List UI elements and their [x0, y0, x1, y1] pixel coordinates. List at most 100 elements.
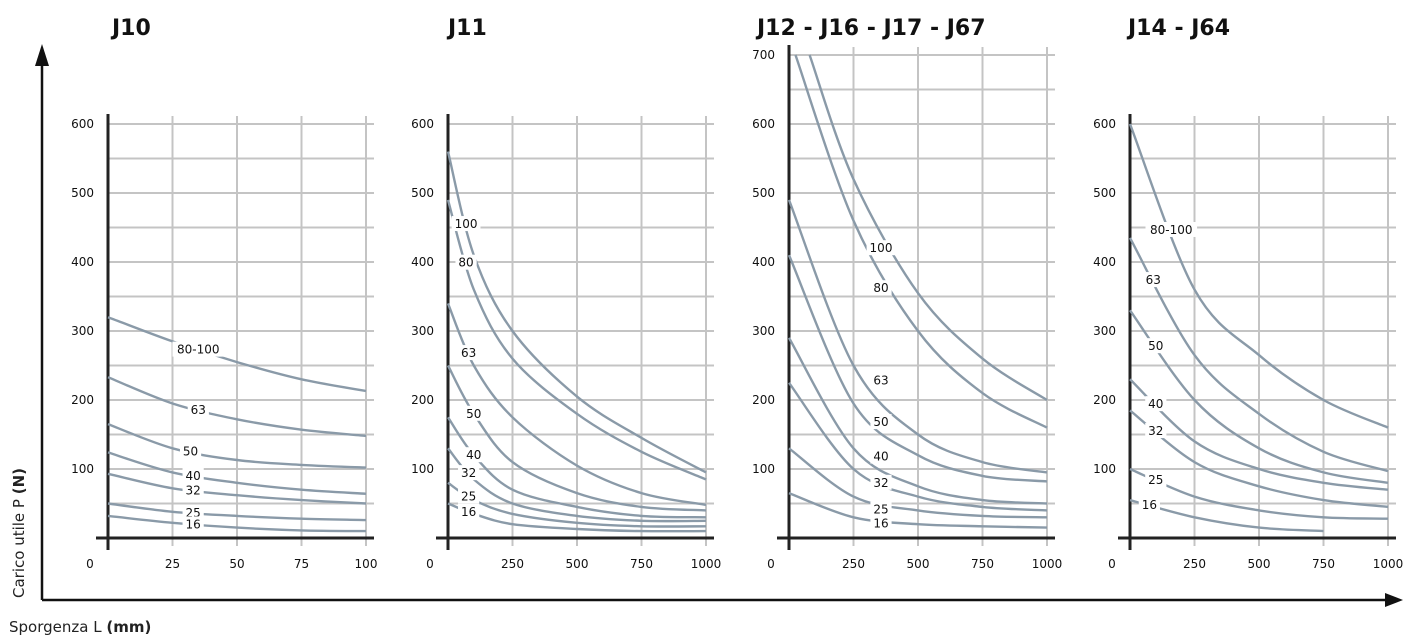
x-tick-label: 500: [566, 557, 589, 571]
curve-label-bg: [179, 443, 202, 459]
x-tick-label: 25: [165, 557, 180, 571]
x-tick-label: 0: [86, 557, 94, 571]
x-tick-label: 750: [971, 557, 994, 571]
curve-label-bg: [870, 414, 892, 430]
series-group: [107, 316, 367, 533]
x-tick-label: 500: [1248, 557, 1271, 571]
curve-label-bg: [870, 280, 892, 296]
x-tick-label: 250: [501, 557, 524, 571]
curve-label: 80-100: [177, 343, 220, 357]
curve-label: 50: [1148, 339, 1163, 353]
chart-panel-2: J11 100 200 300 400 500 600 0 250 500 750 1000 100 80…: [411, 16, 721, 571]
curve-label: 16: [1142, 498, 1157, 512]
curve-label-bg: [1145, 396, 1167, 412]
series-line: [787, 199, 1048, 474]
curve-labels: 80-100 63 50 40 32 25 16: [1138, 221, 1198, 513]
x-axis-label-unit: (mm): [106, 618, 151, 636]
curve-label-bg: [182, 467, 204, 483]
x-tick-label: 1000: [691, 557, 722, 571]
curve-label-bg: [870, 501, 892, 517]
series-line: [794, 54, 1048, 429]
curve-label: 16: [873, 517, 888, 531]
series-line: [788, 447, 1048, 519]
series-line: [107, 514, 367, 533]
chart-panel-3: J12 - J16 - J17 - J671002003004005006007…: [752, 16, 1062, 571]
curve-label-bg: [455, 254, 477, 270]
y-tick-label: 500: [411, 186, 434, 200]
x-tick-label: 1000: [1032, 557, 1063, 571]
curve-label: 32: [461, 466, 476, 480]
y-tick-label: 600: [1093, 117, 1116, 131]
series-line: [1129, 378, 1389, 491]
series-line: [808, 54, 1048, 402]
series-line: [107, 376, 367, 438]
y-tick-label: 100: [752, 462, 775, 476]
series-line: [1128, 123, 1389, 429]
curve-label: 50: [466, 407, 481, 421]
x-tick-label: 50: [229, 557, 244, 571]
y-tick-label: 300: [1093, 324, 1116, 338]
curve-label-bg: [172, 341, 225, 357]
curve-label-bg: [451, 216, 481, 232]
y-tick-label: 300: [411, 324, 434, 338]
grid: [448, 116, 714, 546]
x-tick-label: 750: [1312, 557, 1335, 571]
chart-title: J14 - J64: [1126, 16, 1230, 41]
y-tick-label: 700: [752, 48, 775, 62]
y-tick-label: 200: [752, 393, 775, 407]
series-line: [787, 337, 1048, 505]
grid: [1130, 116, 1396, 546]
curve-label: 40: [873, 450, 888, 464]
y-tick-label: 600: [411, 117, 434, 131]
series-line: [788, 382, 1048, 512]
grid: [108, 116, 374, 546]
curve-label-bg: [1145, 472, 1167, 488]
curve-label-bg: [870, 474, 892, 490]
y-axis-label-text: Carico utile P: [10, 494, 28, 598]
curve-label-bg: [187, 401, 209, 417]
y-tick-label: 200: [71, 393, 94, 407]
x-tick-label: 75: [294, 557, 309, 571]
series-line: [107, 451, 367, 495]
y-axis-label-unit: (N): [10, 468, 28, 494]
curve-label: 100: [455, 217, 478, 231]
curve-label: 40: [1148, 397, 1163, 411]
x-tick-label: 250: [842, 557, 865, 571]
curve-label-bg: [458, 345, 480, 361]
y-tick-label: 500: [1093, 186, 1116, 200]
curve-label: 25: [1148, 473, 1163, 487]
chart-panel-4: J14 - J64 100 200 300 400 500 600 0 250 500 750 100…: [1093, 16, 1403, 571]
chart-title: J10: [110, 16, 151, 41]
curve-label: 100: [870, 241, 893, 255]
series-line: [107, 502, 367, 522]
curve-label-bg: [458, 488, 480, 504]
chart-title: J11: [446, 16, 487, 41]
y-tick-label: 200: [411, 393, 434, 407]
series-line: [1128, 237, 1389, 473]
curve-label-bg: [182, 516, 204, 532]
series-line: [1129, 309, 1389, 484]
curve-label-bg: [870, 448, 892, 464]
x-axis-label-text: Sporgenza L: [9, 618, 106, 636]
grid: [789, 47, 1055, 546]
x-tick-label: 0: [1108, 557, 1116, 571]
y-tick-label: 300: [71, 324, 94, 338]
curve-label: 40: [185, 469, 200, 483]
series-line: [107, 422, 367, 469]
y-tick-label: 300: [752, 324, 775, 338]
curve-label: 32: [185, 484, 200, 498]
x-tick-label: 0: [767, 557, 775, 571]
curve-label-bg: [463, 447, 485, 463]
x-axis-arrowhead: [1385, 593, 1403, 607]
x-tick-label: 500: [907, 557, 930, 571]
curve-label: 50: [873, 415, 888, 429]
curve-label-bg: [1142, 272, 1164, 288]
chart-panel-1: J10 100 200 300 400 500 600 0 25 50 75 100 80-100 63 5…: [71, 16, 377, 571]
chart-title: J12 - J16 - J17 - J67: [755, 16, 986, 41]
curve-label-bg: [182, 482, 204, 498]
curve-label: 63: [873, 374, 888, 388]
y-tick-label: 600: [752, 117, 775, 131]
y-tick-label: 100: [1093, 462, 1116, 476]
